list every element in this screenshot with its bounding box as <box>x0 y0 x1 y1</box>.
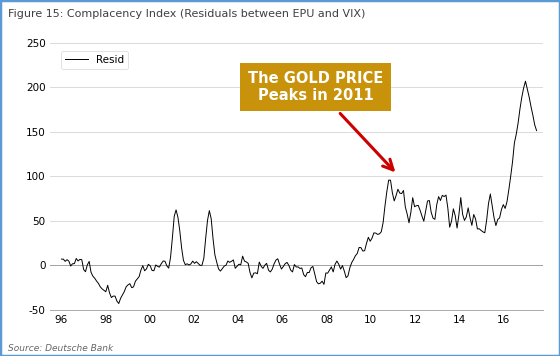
Resid <box>93 279 100 283</box>
Resid <box>115 302 122 306</box>
Text: Figure 15: Complacency Index (Residuals between EPU and VIX): Figure 15: Complacency Index (Residuals … <box>8 9 366 19</box>
Text: Source: Deutsche Bank: Source: Deutsche Bank <box>8 344 114 353</box>
Text: The GOLD PRICE
Peaks in 2011: The GOLD PRICE Peaks in 2011 <box>248 71 393 170</box>
Resid <box>533 129 540 133</box>
Line: Resid: Resid <box>62 81 536 304</box>
Resid <box>313 279 320 284</box>
Legend: Resid: Resid <box>60 51 128 69</box>
Resid <box>469 223 475 227</box>
Resid <box>58 257 65 261</box>
Resid <box>134 277 141 281</box>
Resid <box>502 206 508 210</box>
Resid <box>371 231 377 235</box>
Resid <box>522 79 529 83</box>
